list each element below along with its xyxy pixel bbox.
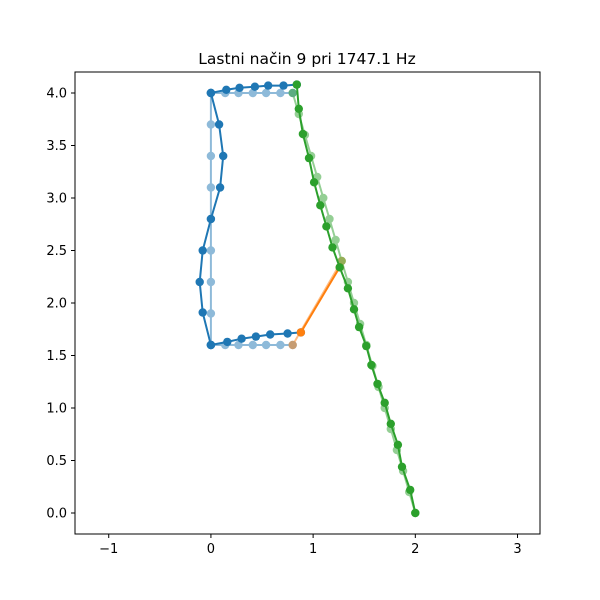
mode-node-point [362, 341, 371, 351]
undeformed-node-point [206, 183, 216, 192]
y-tick-label: 3.0 [46, 192, 67, 207]
plot-area: −1 0 1 2 3 0.0 0.5 1.0 1.5 2.0 2.5 3.0 3.5 4.0 [46, 71, 541, 557]
x-tick-label: 2 [411, 542, 419, 557]
mode-node-point [292, 80, 301, 89]
mode-shape-layer [195, 80, 420, 518]
x-tick-label: 3 [513, 542, 521, 557]
y-tick-label: 0.0 [46, 507, 67, 522]
mode-node-point [214, 120, 224, 129]
mode-node-point [343, 284, 353, 293]
mode-node-point [206, 214, 216, 224]
y-tick-label: 3.5 [46, 139, 67, 154]
undeformed-node-point [288, 88, 297, 98]
mode-node-point [380, 398, 389, 407]
undeformed-node-point [248, 340, 257, 350]
mode-node-point [309, 178, 319, 187]
mode-node-point [279, 81, 288, 90]
undeformed-node-point [288, 340, 297, 350]
mode-node-point [222, 85, 231, 95]
mode-node-point [237, 334, 246, 343]
undeformed-node-point [206, 151, 216, 161]
mode-node-point [304, 153, 314, 163]
mode-node-point [206, 88, 216, 98]
mode-node-point [215, 183, 225, 192]
undeformed-node-point [261, 88, 271, 98]
chart-title: Lastni način 9 pri 1747.1 Hz [198, 50, 415, 68]
mode-node-point [367, 360, 376, 370]
mode-node-point [264, 81, 273, 90]
mode-node-point [316, 201, 325, 210]
undeformed-node-point [234, 340, 243, 350]
x-axis-ticks: −1 0 1 2 3 [99, 534, 522, 557]
mode-node-point [397, 462, 407, 471]
mode-node-point [198, 246, 207, 255]
undeformed-node-point [206, 246, 216, 255]
undeformed-node-point [276, 340, 285, 350]
undeformed-node-point [248, 88, 257, 98]
y-axis-ticks: 0.0 0.5 1.0 1.5 2.0 2.5 3.0 3.5 4.0 [46, 87, 75, 522]
mode-node-point [393, 440, 403, 449]
x-tick-label: 1 [309, 542, 317, 557]
undeformed-node-point [325, 214, 334, 224]
y-tick-label: 2.0 [46, 297, 67, 312]
mode-node-point [219, 151, 228, 161]
mode-series [195, 80, 306, 350]
mode-node-point [298, 129, 308, 139]
y-tick-label: 1.5 [46, 349, 67, 364]
mode-node-point [349, 305, 359, 314]
undeformed-node-point [319, 193, 328, 203]
mode-node-point [296, 328, 306, 337]
mode-node-point [322, 222, 331, 231]
mode-element-line [300, 266, 341, 333]
mode-node-point [335, 263, 344, 272]
y-tick-label: 2.5 [46, 244, 67, 259]
mode-node-point [266, 330, 275, 339]
y-tick-label: 1.0 [46, 402, 67, 417]
mode-node-point [235, 83, 244, 93]
x-tick-label: −1 [99, 542, 118, 557]
undeformed-node-point [276, 88, 285, 98]
mode-series [292, 80, 420, 518]
mode-node-point [406, 485, 415, 495]
mode-node-point [283, 329, 292, 338]
undeformed-node-point [206, 120, 216, 129]
mode-node-point [250, 82, 260, 91]
mode-node-point [328, 243, 337, 252]
mode-node-point [198, 308, 207, 317]
undeformed-node-point [337, 256, 346, 266]
mode-node-point [373, 379, 382, 389]
mode-node-point [294, 104, 303, 114]
mode-node-point [223, 337, 232, 347]
mode-node-point [206, 340, 216, 350]
mode-node-point [411, 508, 420, 518]
undeformed-node-point [206, 309, 216, 318]
mode-node-point [195, 277, 204, 287]
mode-node-point [354, 322, 364, 332]
x-tick-label: 0 [207, 542, 215, 557]
mode-node-point [251, 332, 261, 341]
y-tick-label: 4.0 [46, 87, 67, 102]
y-tick-label: 0.5 [46, 454, 67, 469]
undeformed-node-point [331, 235, 340, 245]
mode-node-point [386, 419, 395, 428]
undeformed-node-point [206, 277, 216, 287]
undeformed-node-point [261, 340, 271, 350]
